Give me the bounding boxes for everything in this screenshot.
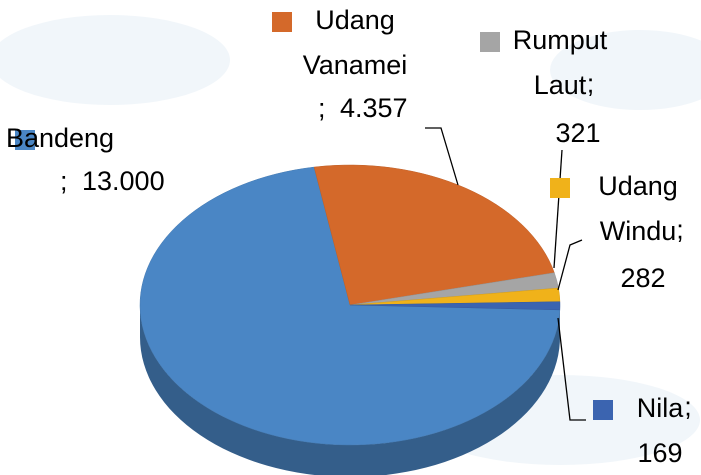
value-label: 13.000 <box>82 166 165 196</box>
value-label: 169 <box>637 438 682 468</box>
category-line: Windu <box>600 216 677 246</box>
category-label: Nila <box>637 393 684 423</box>
category-line: Vanamei <box>303 50 408 80</box>
category-line: Laut <box>534 70 587 100</box>
value-label: 321 <box>555 118 600 148</box>
label-marker <box>550 178 570 198</box>
category-line: Nila <box>637 393 684 423</box>
label-separator: ; <box>318 93 326 123</box>
leader-line <box>554 150 562 268</box>
label-marker <box>593 400 613 420</box>
leader-line <box>558 240 582 290</box>
label-marker <box>480 32 500 52</box>
label-separator: ; <box>587 68 595 98</box>
label-separator: ; <box>684 391 692 421</box>
category-line: Udang <box>598 171 678 201</box>
label-marker <box>272 12 292 32</box>
category-line: Bandeng <box>6 123 114 153</box>
category-label: Udang Vanamei <box>303 5 408 80</box>
category-label: Bandeng <box>6 123 114 153</box>
category-line: Udang <box>315 5 395 35</box>
label-separator: ; <box>60 166 68 196</box>
label-separator: ; <box>676 214 684 244</box>
category-label: Udang Windu <box>598 171 678 246</box>
category-line: Rumput <box>513 25 608 55</box>
chart: Bandeng; 13.000 Udang Vanamei; 4.357 Rumput La… <box>0 0 701 475</box>
pie <box>140 165 560 475</box>
page: {"chart_data": {"type": "pie3d", "catego… <box>0 0 701 475</box>
value-label: 4.357 <box>340 93 408 123</box>
value-label: 282 <box>620 263 665 293</box>
